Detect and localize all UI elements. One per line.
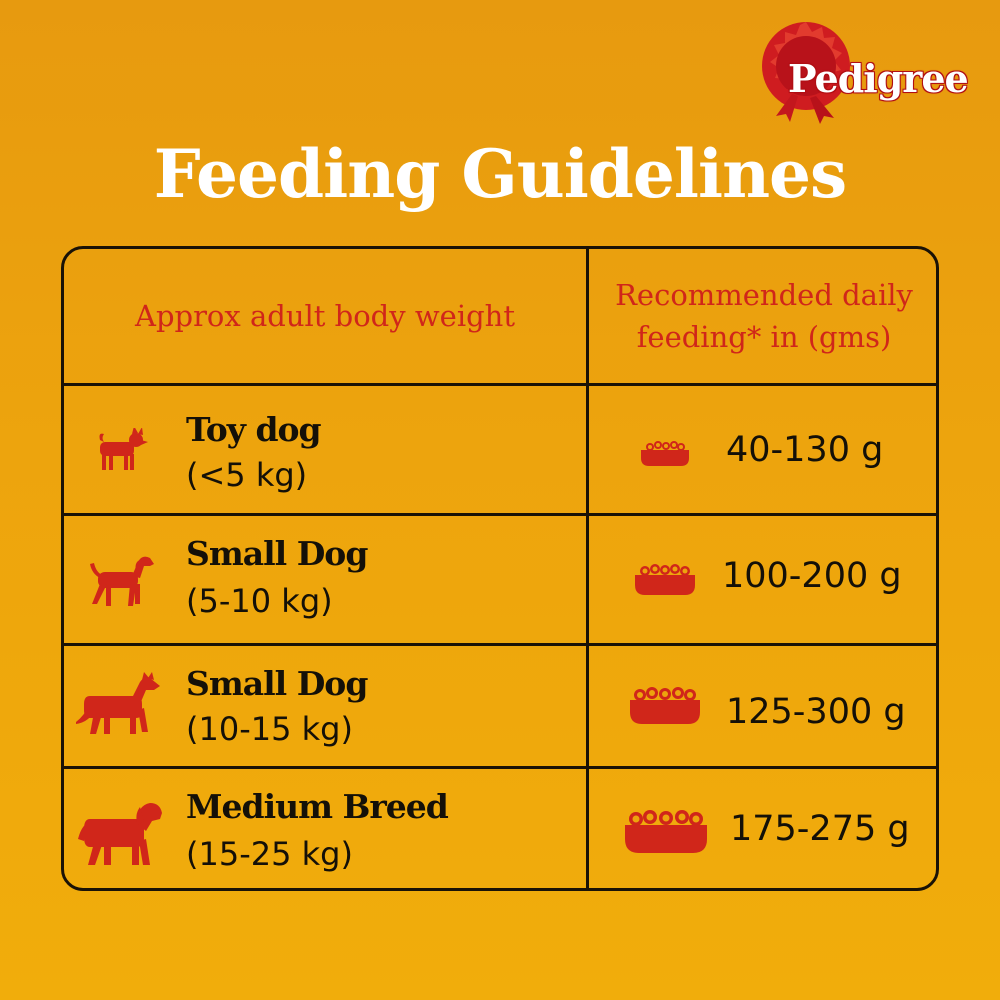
column-divider (586, 249, 589, 888)
breed-name: Small Dog (186, 534, 368, 573)
rosette-icon (762, 22, 850, 124)
feeding-amount: 125-300 g (726, 692, 906, 732)
feeding-table: Approx adult body weight Recommended dai… (61, 246, 939, 891)
medium-breed-dog-icon (78, 803, 162, 865)
table-row: Small Dog (10-15 kg) 125-300 g (64, 646, 936, 766)
table-row: Toy dog (<5 kg) 40-130 g (64, 386, 936, 513)
small-bowl-icon (641, 441, 689, 466)
feeding-amount: 40-130 g (726, 430, 884, 470)
medium-bowl-icon (635, 564, 695, 595)
header-daily-feeding-line2: feeding* in (gms) (636, 320, 892, 354)
row-divider (64, 766, 936, 769)
extra-large-bowl-icon (625, 810, 707, 853)
weight-range: (10-15 kg) (186, 710, 353, 748)
row-divider (64, 513, 936, 516)
breed-name: Small Dog (186, 664, 368, 703)
feeding-amount: 175-275 g (730, 809, 910, 849)
weight-range: (5-10 kg) (186, 582, 333, 620)
weight-range: (15-25 kg) (186, 835, 353, 873)
pedigree-logo: Pedigree (758, 16, 988, 126)
large-bowl-icon (630, 687, 700, 724)
header-body-weight: Approx adult body weight (135, 299, 515, 333)
small-dog-icon (90, 556, 154, 606)
logo-text: Pedigree (788, 56, 969, 101)
weight-range: (<5 kg) (186, 456, 308, 494)
toy-dog-icon (99, 428, 148, 470)
row-divider (64, 643, 936, 646)
table-row: Medium Breed (15-25 kg) 175-275 g (64, 769, 936, 888)
breed-name: Toy dog (186, 410, 322, 449)
breed-name: Medium Breed (186, 787, 449, 826)
header-daily-feeding-line1: Recommended daily (615, 278, 913, 312)
row-divider (64, 383, 936, 386)
header-daily-feeding: Recommended daily feeding* in (gms) (589, 249, 936, 383)
feeding-amount: 100-200 g (722, 556, 902, 596)
table-row: Small Dog (5-10 kg) 100-200 g (64, 516, 936, 643)
husky-dog-icon (76, 672, 160, 734)
page-title: Feeding Guidelines (153, 135, 847, 213)
